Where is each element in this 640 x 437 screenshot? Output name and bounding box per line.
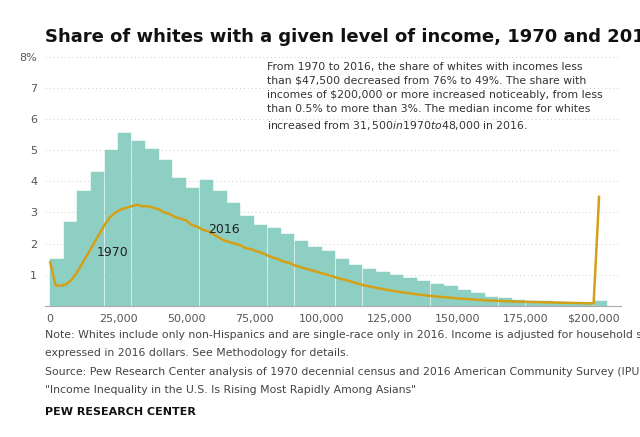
Text: expressed in 2016 dollars. See Methodology for details.: expressed in 2016 dollars. See Methodolo…: [45, 348, 349, 358]
Bar: [458, 290, 471, 306]
Bar: [512, 300, 525, 306]
Bar: [186, 187, 200, 306]
Bar: [50, 259, 63, 306]
Bar: [118, 133, 131, 306]
Text: "Income Inequality in the U.S. Is Rising Most Rapidly Among Asians": "Income Inequality in the U.S. Is Rising…: [45, 385, 416, 395]
Bar: [580, 303, 593, 306]
Bar: [499, 298, 512, 306]
Bar: [335, 259, 349, 306]
Bar: [363, 268, 376, 306]
Bar: [213, 191, 227, 306]
Bar: [390, 275, 403, 306]
Bar: [485, 297, 499, 306]
Bar: [91, 172, 104, 306]
Bar: [227, 203, 240, 306]
Text: Note: Whites include only non-Hispanics and are single-race only in 2016. Income: Note: Whites include only non-Hispanics …: [45, 330, 640, 340]
Bar: [77, 191, 91, 306]
Bar: [254, 225, 268, 306]
Bar: [145, 149, 159, 306]
Text: PEW RESEARCH CENTER: PEW RESEARCH CENTER: [45, 407, 196, 417]
Bar: [444, 286, 458, 306]
Bar: [540, 301, 552, 306]
Bar: [525, 301, 539, 306]
Bar: [322, 251, 335, 306]
Bar: [308, 247, 322, 306]
Bar: [376, 272, 390, 306]
Text: 1970: 1970: [97, 246, 128, 259]
Bar: [417, 281, 430, 306]
Bar: [268, 228, 281, 306]
Bar: [159, 160, 172, 306]
Bar: [431, 284, 444, 306]
Bar: [241, 215, 253, 306]
Bar: [295, 240, 308, 306]
Bar: [472, 294, 484, 306]
Bar: [281, 234, 294, 306]
Bar: [594, 301, 607, 306]
Bar: [200, 180, 213, 306]
Bar: [104, 150, 118, 306]
Bar: [566, 303, 580, 306]
Text: Share of whites with a given level of income, 1970 and 2016: Share of whites with a given level of in…: [45, 28, 640, 46]
Bar: [173, 178, 186, 306]
Bar: [349, 265, 362, 306]
Text: 2016: 2016: [208, 223, 239, 236]
Bar: [403, 278, 417, 306]
Bar: [553, 302, 566, 306]
Text: Source: Pew Research Center analysis of 1970 decennial census and 2016 American : Source: Pew Research Center analysis of …: [45, 367, 640, 377]
Bar: [132, 141, 145, 306]
Text: From 1970 to 2016, the share of whites with incomes less
than $47,500 decreased : From 1970 to 2016, the share of whites w…: [267, 62, 602, 132]
Bar: [64, 222, 77, 306]
